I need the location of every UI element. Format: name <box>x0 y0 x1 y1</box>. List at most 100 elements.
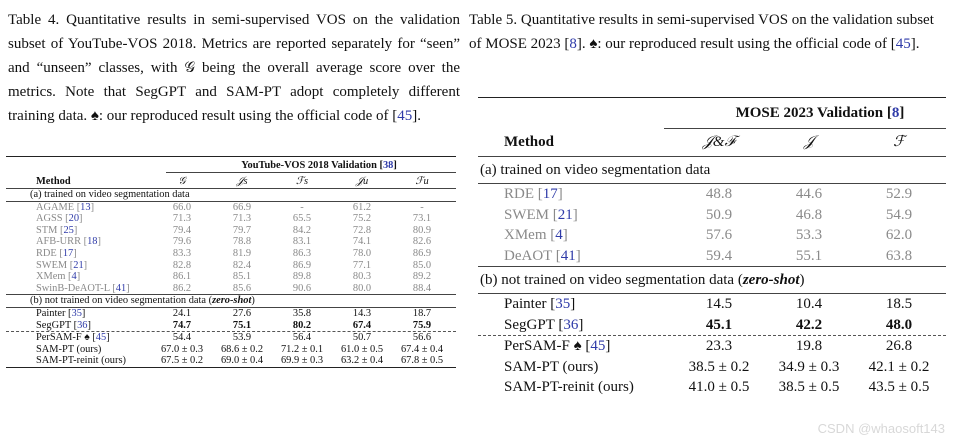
value-cell: 80.2 <box>292 319 312 331</box>
citation-link[interactable]: 35 <box>71 307 82 319</box>
citation-link[interactable]: 13 <box>80 201 91 213</box>
method-name: SAM-PT-reinit (ours) <box>504 379 634 395</box>
table4-rows-b: Painter [35] 24.1 27.6 35.8 14.3 18.7 SegGPT [… <box>6 308 456 331</box>
table5-group-citation[interactable]: 8 <box>891 105 900 121</box>
table4-caption-text-end: ]. <box>412 108 421 124</box>
table-row: SwinB-DeAOT-L [41] 86.2 85.6 90.6 80.0 88.4 <box>6 283 456 295</box>
citation-link[interactable]: 36 <box>77 319 88 331</box>
table5-column-header-row: Method 𝒥&ℱ 𝒥 ℱ <box>478 128 946 156</box>
value-cell: 89.2 <box>412 271 432 283</box>
method-name: AFB-URR [18] <box>36 236 101 248</box>
value-cell: 80.9 <box>412 224 432 236</box>
citation-link[interactable]: 45 <box>590 338 606 354</box>
value-cell: 55.1 <box>795 247 823 264</box>
value-cell: 56.6 <box>412 332 432 344</box>
citation-link[interactable]: 35 <box>555 296 571 312</box>
table5-section-b-rule2 <box>478 293 946 294</box>
table5: MOSE 2023 Validation [8] Method 𝒥&ℱ 𝒥 ℱ … <box>478 97 946 398</box>
table5-caption-text-end: ]. <box>910 36 920 52</box>
table-row: AGAME [13] 66.0 66.9 - 61.2 - <box>6 202 456 214</box>
value-cell: 63.2 ± 0.4 <box>340 355 384 367</box>
method-name: SWEM [21] <box>36 259 88 271</box>
citation-link[interactable]: 18 <box>87 236 98 248</box>
table5-caption-citation-2[interactable]: 45 <box>895 36 911 52</box>
method-name: SAM-PT-reinit (ours) <box>36 355 126 367</box>
table4-caption-citation[interactable]: 45 <box>397 108 413 124</box>
table5-caption: Table 5. Quantitative results in semi-su… <box>469 8 949 56</box>
table4-col-fu: ℱu <box>415 176 429 187</box>
table4-section-b: (b) not trained on video segmentation da… <box>30 295 255 307</box>
value-cell: 66.0 <box>172 201 192 213</box>
value-cell: 46.8 <box>795 206 823 223</box>
value-cell: 50.9 <box>705 206 733 223</box>
table4-top-rule <box>6 156 456 157</box>
table4-group-citation[interactable]: 38 <box>382 160 394 171</box>
value-cell: 48.0 <box>885 316 913 333</box>
table5-top-rule <box>478 97 946 98</box>
table5-rows-a: RDE [17] 48.8 44.6 52.9 SWEM [21] 50.9 46.8 54.… <box>478 184 946 266</box>
value-cell: 78.8 <box>232 236 252 248</box>
citation-link[interactable]: 17 <box>62 247 74 259</box>
citation-link[interactable]: 4 <box>71 271 77 283</box>
citation-link[interactable]: 45 <box>95 332 107 344</box>
value-cell: 35.8 <box>292 307 312 319</box>
table-row: PerSAM-F ♠ [45] 23.3 19.8 26.8 <box>478 336 946 357</box>
table4-group-rule <box>166 172 456 173</box>
table4-col-g: 𝒢 <box>178 176 186 187</box>
table4-column-header-row: Method 𝒢 𝒥s ℱs 𝒥u ℱu <box>6 175 456 188</box>
citation-link[interactable]: 41 <box>115 282 127 294</box>
table-row: SegGPT [36] 45.1 42.2 48.0 <box>478 315 946 336</box>
value-cell: 66.9 <box>232 201 252 213</box>
citation-link[interactable]: 25 <box>63 224 74 236</box>
value-cell: 86.1 <box>172 271 192 283</box>
value-cell: 86.9 <box>292 259 312 271</box>
table4-col-fs: ℱs <box>295 176 309 187</box>
value-cell: 54.9 <box>885 206 913 223</box>
value-cell: 82.8 <box>172 259 192 271</box>
value-cell: 38.5 ± 0.5 <box>778 379 840 395</box>
table4-group-header-row: YouTube-VOS 2018 Validation [38] <box>6 157 456 175</box>
value-cell: 74.1 <box>352 236 372 248</box>
value-cell: 71.3 <box>232 213 252 225</box>
value-cell: 77.1 <box>352 259 372 271</box>
citation-link[interactable]: 41 <box>560 247 576 264</box>
table5-group-header-row: MOSE 2023 Validation [8] <box>478 98 946 128</box>
value-cell: 43.5 ± 0.5 <box>868 379 930 395</box>
table-row: PerSAM-F ♠ [45] 54.4 53.9 56.4 50.7 56.6 <box>6 332 456 344</box>
citation-link[interactable]: 4 <box>555 227 563 243</box>
citation-link[interactable]: 20 <box>68 213 80 225</box>
table5-caption-citation-1[interactable]: 8 <box>569 36 577 52</box>
citation-link[interactable]: 21 <box>73 259 84 271</box>
value-cell: 79.7 <box>232 224 252 236</box>
value-cell: 18.5 <box>885 296 913 312</box>
value-cell: 50.7 <box>352 332 372 344</box>
value-cell: 80.3 <box>352 271 372 283</box>
citation-link[interactable]: 36 <box>563 316 579 333</box>
table-row: SWEM [21] 50.9 46.8 54.9 <box>478 205 946 226</box>
citation-link[interactable]: 21 <box>557 206 573 223</box>
value-cell: 80.0 <box>352 282 372 294</box>
table4-col-js: 𝒥s <box>236 176 248 187</box>
value-cell: - <box>300 201 304 213</box>
value-cell: 52.9 <box>885 186 913 202</box>
value-cell: - <box>420 201 424 213</box>
method-name: PerSAM-F ♠ [45] <box>36 332 110 344</box>
citation-link[interactable]: 17 <box>542 186 558 202</box>
value-cell: 57.6 <box>705 227 733 243</box>
table-row: XMem [4] 57.6 53.3 62.0 <box>478 225 946 246</box>
value-cell: 61.0 ± 0.5 <box>340 343 384 355</box>
value-cell: 75.2 <box>352 213 372 225</box>
table5-caption-text: Quantitative results in semi-supervised … <box>469 12 934 52</box>
table-row: RDE [17] 48.8 44.6 52.9 <box>478 184 946 205</box>
value-cell: 86.9 <box>412 247 432 259</box>
table-row: SWEM [21] 82.8 82.4 86.9 77.1 85.0 <box>6 260 456 272</box>
watermark: CSDN @whaosoft143 <box>817 421 945 436</box>
table5-group-header: MOSE 2023 Validation [8] <box>735 105 905 121</box>
table5-section-a-rule <box>478 183 946 184</box>
value-cell: 26.8 <box>885 338 913 354</box>
value-cell: 89.8 <box>292 271 312 283</box>
table4-caption-label: Table 4. <box>8 12 60 28</box>
value-cell: 53.9 <box>232 332 252 344</box>
table4-col-ju: 𝒥u <box>355 176 369 187</box>
value-cell: 75.1 <box>232 319 252 331</box>
